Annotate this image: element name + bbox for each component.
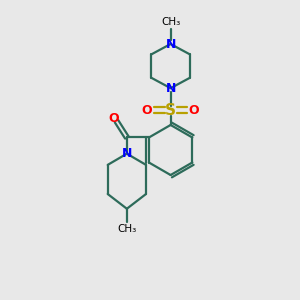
Text: O: O (189, 104, 200, 117)
Text: O: O (108, 112, 119, 125)
Text: O: O (142, 104, 152, 117)
Text: CH₃: CH₃ (161, 17, 180, 27)
Text: S: S (165, 103, 176, 118)
Text: N: N (165, 82, 176, 95)
Text: CH₃: CH₃ (117, 224, 136, 234)
Text: N: N (122, 147, 132, 160)
Text: N: N (165, 38, 176, 50)
